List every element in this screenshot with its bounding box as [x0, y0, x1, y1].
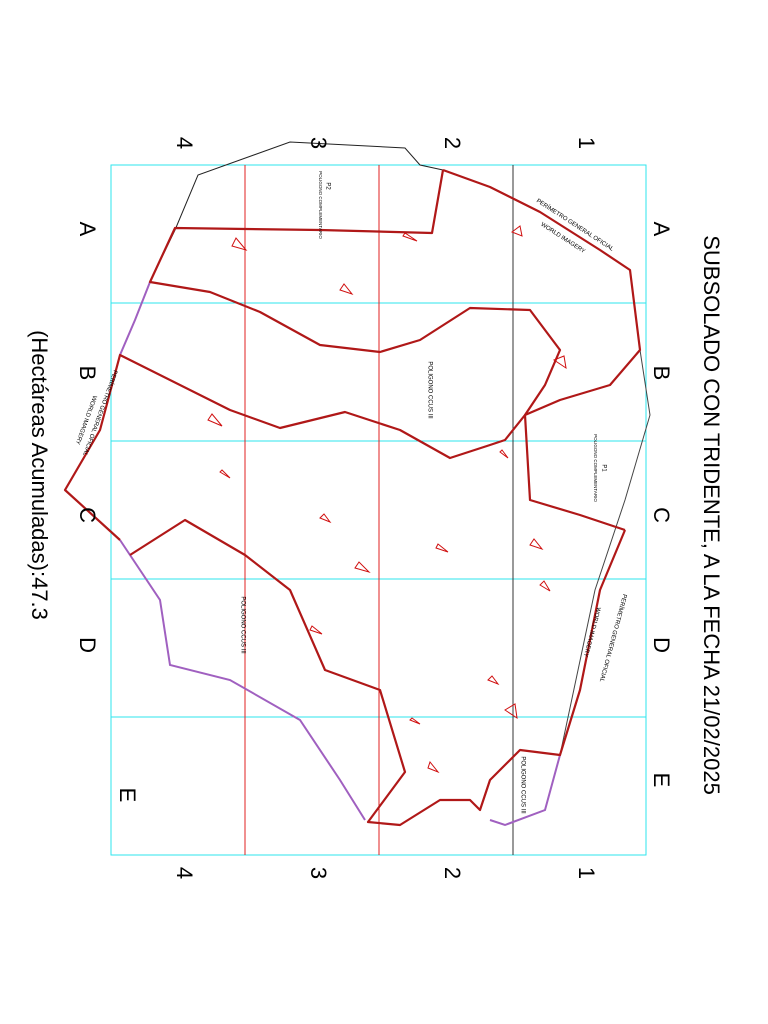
- ccus-label: POLIGONO CCUS III: [239, 596, 245, 654]
- row-label: B: [75, 366, 100, 381]
- column-label: 2: [440, 137, 465, 149]
- column-label: 4: [172, 867, 197, 879]
- column-labels: 1 2 3 4 1 2 3 4: [172, 137, 599, 879]
- row-label: A: [75, 222, 100, 237]
- markers: [207, 225, 567, 774]
- row-labels: A B C D E A B C D E: [75, 222, 674, 803]
- row-label: D: [75, 637, 100, 653]
- boundary: [63, 168, 642, 541]
- column-label: 1: [574, 137, 599, 149]
- complementary-label: POLIGONO COMPLEMENTARIO: [593, 434, 598, 502]
- grid: [110, 164, 647, 856]
- boundary: [148, 169, 562, 416]
- column-label: 4: [172, 137, 197, 149]
- row-label: E: [649, 773, 674, 788]
- complementary-label: POLIGONO COMPLEMENTARIO: [318, 171, 323, 239]
- row-label: B: [649, 366, 674, 381]
- p1-label: P1: [600, 464, 606, 472]
- triangle: [207, 225, 567, 774]
- row-label: E: [115, 788, 140, 803]
- subtitle: (Hectáreas Acumuladas):47.3: [27, 330, 52, 620]
- row-label: C: [75, 507, 100, 523]
- ccus-label: POLIGONO CCUS III: [426, 361, 432, 419]
- p2-label: P2: [324, 182, 330, 190]
- row-label: C: [649, 507, 674, 523]
- column-label: 2: [440, 867, 465, 879]
- title: SUBSOLADO CON TRIDENTE, A LA FECHA 21/02…: [699, 235, 724, 795]
- boundary: [119, 281, 561, 827]
- column-label: 1: [574, 867, 599, 879]
- boundary: [129, 518, 627, 827]
- row-label: A: [649, 222, 674, 237]
- boundary: [523, 414, 626, 532]
- column-label: 3: [306, 137, 331, 149]
- row-label: D: [649, 637, 674, 653]
- column-label: 3: [306, 867, 331, 879]
- ccus-label: POLIGONO CCUS III: [519, 756, 525, 814]
